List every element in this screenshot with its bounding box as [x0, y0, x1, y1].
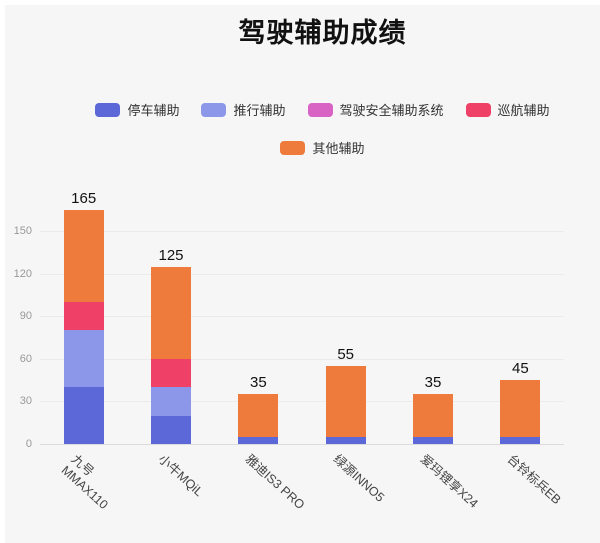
y-axis-tick-label: 150	[13, 225, 32, 237]
gridline	[40, 273, 564, 275]
legend-item[interactable]: 驾驶安全辅助系统	[307, 100, 444, 119]
legend-item[interactable]: 推行辅助	[201, 100, 286, 119]
legend-label: 停车辅助	[127, 103, 180, 118]
legend-item[interactable]: 其他辅助	[280, 138, 365, 157]
y-axis-tick-label: 120	[13, 267, 32, 280]
gridline	[40, 316, 564, 318]
bar-segment[interactable]	[63, 209, 104, 302]
legend-swatch-icon	[280, 140, 306, 155]
bar-segment[interactable]	[238, 436, 279, 444]
bar-segment[interactable]	[413, 436, 453, 444]
bar-total-label: 35	[424, 374, 442, 392]
legend-row-2: 其他辅助	[45, 138, 600, 157]
legend-swatch-icon	[307, 102, 333, 117]
bar-segment[interactable]	[63, 330, 104, 388]
bar-segment[interactable]	[325, 365, 366, 437]
legend-item[interactable]: 停车辅助	[95, 100, 179, 119]
bar-total-label: 55	[337, 345, 354, 363]
y-axis-tick-label: 0	[25, 438, 32, 450]
gridline	[40, 444, 564, 445]
bar-segment[interactable]	[325, 436, 366, 444]
legend-row-1: 停车辅助 推行辅助 驾驶安全辅助系统 巡航辅助	[45, 100, 600, 119]
bar-total-label: 125	[158, 246, 184, 264]
gridline	[40, 401, 564, 403]
legend-swatch-icon	[465, 102, 491, 117]
chart-title: 驾驶辅助成绩	[238, 18, 407, 48]
legend-swatch-icon	[95, 102, 121, 117]
gridline	[40, 358, 564, 360]
legend-swatch-icon	[201, 102, 227, 117]
bar-total-label: 45	[511, 360, 529, 378]
bar-segment[interactable]	[413, 394, 453, 437]
bar-segment[interactable]	[151, 358, 191, 388]
bar-segment[interactable]	[63, 387, 104, 444]
legend-label: 其他辅助	[312, 141, 365, 156]
bar-total-label: 35	[249, 374, 267, 392]
bar-segment[interactable]	[500, 436, 541, 444]
y-axis-tick-label: 90	[19, 310, 32, 323]
legend-label: 巡航辅助	[497, 103, 550, 118]
gridline	[40, 231, 564, 232]
bar-segment[interactable]	[151, 415, 191, 444]
bar-segment[interactable]	[151, 387, 191, 416]
legend-label: 推行辅助	[233, 103, 286, 118]
bar-segment[interactable]	[63, 302, 104, 331]
y-axis-tick-label: 60	[19, 352, 32, 365]
bar-segment[interactable]	[238, 394, 279, 437]
legend-label: 驾驶安全辅助系统	[339, 103, 444, 118]
y-axis-tick-label: 30	[19, 395, 32, 408]
legend-item[interactable]: 巡航辅助	[465, 100, 550, 119]
bar-segment[interactable]	[151, 266, 191, 359]
bar-total-label: 165	[71, 189, 97, 207]
bar-segment[interactable]	[500, 380, 541, 437]
